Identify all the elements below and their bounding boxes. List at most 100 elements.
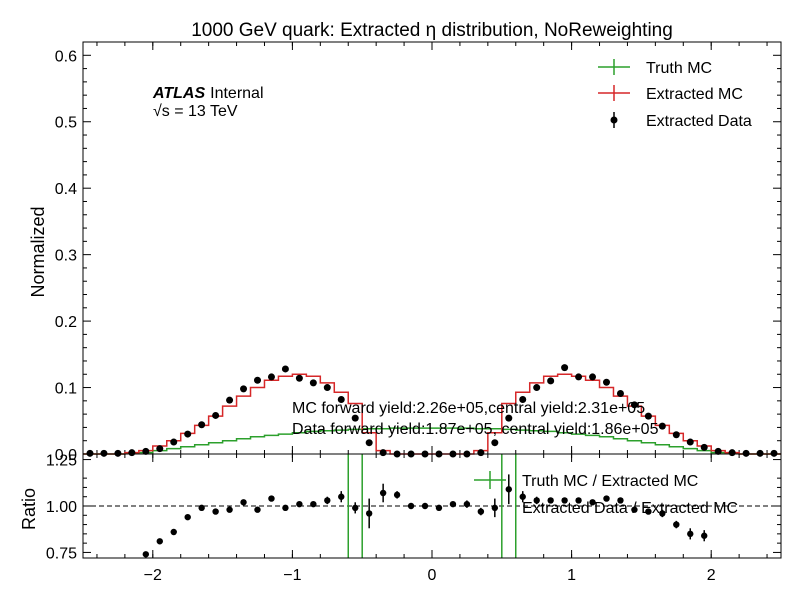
y-tick-label: 0.4 [55, 181, 77, 198]
energy-label: √s = 13 TeV [153, 103, 238, 120]
main-data-points [86, 364, 778, 458]
ratio-data-point [338, 493, 345, 500]
data-point [477, 449, 485, 457]
ratio-y-tick-label: 0.75 [46, 545, 77, 562]
y-tick-label: 0.6 [55, 48, 77, 65]
data-point [519, 396, 527, 404]
data-point [351, 414, 359, 422]
main-y-axis-label: Normalized [28, 206, 48, 297]
ratio-data-point [254, 506, 261, 513]
main-y-tick-labels: 0.0 0.1 0.2 0.3 0.4 0.5 0.6 [55, 48, 77, 464]
ratio-data-point [589, 499, 596, 506]
y-tick-label: 0.3 [55, 248, 77, 265]
ratio-data-point [631, 506, 638, 513]
data-point [114, 449, 122, 457]
ratio-data-point [449, 500, 457, 508]
ratio-data-point [226, 506, 233, 513]
ratio-data-point [296, 500, 303, 508]
data-point [491, 439, 499, 447]
ratio-data-point [673, 521, 680, 528]
ratio-y-axis-label: Ratio [19, 488, 39, 530]
data-point [128, 449, 136, 457]
main-panel: 0.0 0.1 0.2 0.3 0.4 0.5 0.6 Normalized ATLAS In… [28, 41, 782, 464]
ratio-data-point [561, 497, 568, 504]
ratio-y-tick-label: 1.00 [46, 499, 77, 516]
x-tick-labels: −2 −1 0 1 2 [144, 567, 716, 584]
data-point [714, 447, 722, 455]
data-point [267, 373, 275, 381]
x-tick-label: 1 [567, 567, 576, 584]
truth-mc-histogram [83, 427, 781, 455]
ratio-data-point [324, 497, 331, 504]
ratio-y-tick-labels: 0.75 1.00 1.25 [46, 453, 77, 563]
data-point [630, 401, 638, 409]
data-point [309, 379, 317, 387]
ratio-data-point [519, 493, 526, 500]
ratio-data-point [421, 502, 429, 510]
ratio-data-point [701, 532, 708, 539]
data-point [337, 396, 345, 404]
data-point [756, 449, 764, 457]
atlas-label-bold: ATLAS [152, 85, 205, 102]
ratio-data-point [477, 508, 485, 515]
data-point [198, 421, 206, 429]
ratio-data-point [491, 504, 499, 512]
data-point [742, 449, 750, 457]
legend-label-truth-mc: Truth MC [646, 60, 712, 77]
data-point [644, 412, 652, 420]
ratio-legend: Truth MC / Extracted MC Extracted Data /… [474, 471, 738, 517]
ratio-y-tick-label: 1.25 [46, 453, 77, 470]
data-point [254, 376, 261, 384]
ratio-data-point [575, 497, 582, 504]
ratio-panel: 0.75 1.00 1.25 −2 −1 0 1 2 Ratio Truth MC / Ex… [19, 453, 782, 584]
data-point [170, 438, 178, 446]
x-tick-label: 0 [428, 567, 437, 584]
ratio-data-point [547, 497, 554, 504]
y-tick-label: 0.2 [55, 314, 77, 331]
ratio-plot-frame [82, 453, 782, 559]
ratio-data-point [282, 504, 289, 512]
data-point [589, 373, 597, 381]
data-point [533, 384, 541, 392]
data-point [672, 431, 680, 439]
ratio-data-point [617, 497, 624, 504]
data-point [295, 374, 303, 382]
ratio-series-layer [142, 454, 708, 558]
data-point [686, 438, 694, 446]
ratio-data-point [533, 497, 540, 504]
data-point [212, 411, 220, 419]
data-point [365, 439, 373, 447]
data-point [86, 449, 94, 457]
ratio-data-point [142, 551, 150, 558]
ratio-data-point [170, 528, 177, 536]
data-point [156, 445, 164, 453]
data-point [728, 449, 736, 457]
ratio-data-point [310, 500, 317, 508]
ratio-data-point [198, 504, 205, 512]
ratio-data-point [463, 500, 471, 508]
ratio-data-point [435, 504, 443, 512]
data-point [184, 430, 192, 438]
main-legend: Truth MC Extracted MC Extracted Data [598, 59, 752, 130]
x-tick-label: 2 [707, 567, 716, 584]
ratio-data-point [645, 508, 652, 515]
ratio-data-point [184, 513, 191, 521]
data-point [142, 447, 150, 455]
data-point [658, 422, 666, 430]
ratio-data-point [407, 502, 415, 510]
atlas-status: Internal [210, 85, 263, 102]
data-point [616, 390, 624, 398]
data-point [603, 378, 610, 386]
ratio-data-point [268, 495, 275, 502]
ratio-data-point [659, 510, 666, 517]
data-point [505, 414, 513, 422]
data-point [561, 364, 569, 372]
chart-title: 1000 GeV quark: Extracted η distribution… [191, 20, 673, 41]
annotation-data-yield: Data forward yield:1.87e+05, central yie… [292, 421, 659, 438]
x-tick-label: −2 [144, 567, 162, 584]
y-tick-label: 0.0 [55, 447, 77, 464]
data-point [770, 449, 778, 457]
ratio-data-point [156, 538, 163, 545]
